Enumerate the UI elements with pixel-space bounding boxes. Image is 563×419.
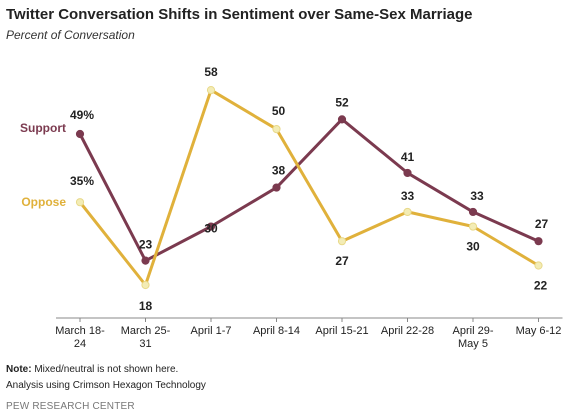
data-point-oppose — [337, 237, 347, 246]
data-label-support: 30 — [204, 222, 218, 236]
data-point-oppose — [468, 222, 478, 231]
x-tick-label: 31 — [139, 338, 151, 350]
data-point-oppose — [272, 124, 281, 134]
x-tick-label: May 5 — [458, 338, 488, 350]
data-label-oppose: 35% — [70, 174, 94, 188]
x-tick-label: May 6-12 — [516, 325, 562, 337]
data-point-oppose — [534, 261, 543, 270]
data-point-support — [141, 256, 150, 265]
x-tick-label: April 22-28 — [381, 325, 434, 337]
x-tick-label: March 25- — [121, 325, 171, 337]
data-point-support — [534, 237, 543, 246]
data-point-support — [403, 168, 412, 178]
data-point-support — [206, 222, 216, 231]
x-tick-label: March 18- — [55, 325, 105, 337]
data-label-support: 49% — [70, 108, 94, 122]
data-label-support: 23 — [139, 238, 153, 252]
data-point-support — [75, 129, 85, 139]
data-label-oppose: 30 — [466, 240, 480, 254]
legend-label-oppose: Oppose — [21, 195, 66, 209]
data-label-support: 52 — [335, 95, 349, 109]
data-label-support: 38 — [272, 164, 286, 178]
data-label-oppose: 33 — [401, 189, 415, 203]
note-label: Note: — [6, 364, 32, 375]
x-tick-label: April 8-14 — [253, 325, 300, 337]
data-label-support: 27 — [535, 217, 549, 231]
note-text: Mixed/neutral is not shown here. — [31, 364, 179, 375]
data-label-support: 33 — [470, 189, 484, 203]
data-label-oppose: 27 — [335, 254, 349, 268]
x-tick-label: 24 — [74, 338, 86, 350]
data-label-oppose: 18 — [139, 299, 153, 313]
data-point-support — [468, 207, 478, 217]
data-label-oppose: 50 — [272, 104, 286, 118]
source-credit: PEW RESEARCH CENTER — [6, 401, 135, 412]
data-point-oppose — [141, 280, 150, 290]
legend-label-support: Support — [20, 121, 66, 135]
data-point-support — [272, 183, 281, 192]
chart-note: Note: Mixed/neutral is not shown here. — [6, 364, 178, 375]
data-label-oppose: 22 — [534, 279, 548, 293]
x-tick-label: April 29- — [453, 325, 494, 337]
chart-title: Twitter Conversation Shifts in Sentiment… — [6, 6, 473, 23]
data-point-support — [337, 115, 347, 124]
x-tick-label: April 1-7 — [191, 325, 232, 337]
data-label-oppose: 58 — [204, 65, 218, 79]
x-tick-label: April 15-21 — [315, 325, 368, 337]
data-point-oppose — [206, 86, 216, 95]
series-line-oppose — [78, 88, 540, 287]
data-label-support: 41 — [401, 150, 415, 164]
data-point-oppose — [403, 207, 412, 217]
data-point-oppose — [75, 198, 85, 207]
chart-subtitle: Percent of Conversation — [6, 28, 135, 42]
analysis-note: Analysis using Crimson Hexagon Technolog… — [6, 380, 206, 391]
